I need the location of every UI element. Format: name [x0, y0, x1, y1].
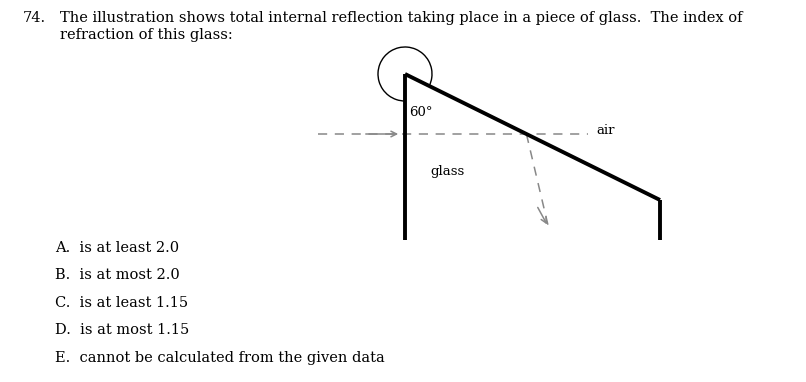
- Text: The illustration shows total internal reflection taking place in a piece of glas: The illustration shows total internal re…: [60, 11, 743, 42]
- Text: air: air: [596, 123, 615, 136]
- Text: B.  is at most 2.0: B. is at most 2.0: [55, 268, 180, 282]
- Text: 60°: 60°: [409, 105, 433, 118]
- Text: glass: glass: [430, 165, 464, 178]
- Text: A.  is at least 2.0: A. is at least 2.0: [55, 241, 179, 255]
- Text: 74.: 74.: [23, 11, 46, 26]
- Text: E.  cannot be calculated from the given data: E. cannot be calculated from the given d…: [55, 351, 384, 365]
- Text: D.  is at most 1.15: D. is at most 1.15: [55, 323, 189, 337]
- Text: C.  is at least 1.15: C. is at least 1.15: [55, 296, 188, 310]
